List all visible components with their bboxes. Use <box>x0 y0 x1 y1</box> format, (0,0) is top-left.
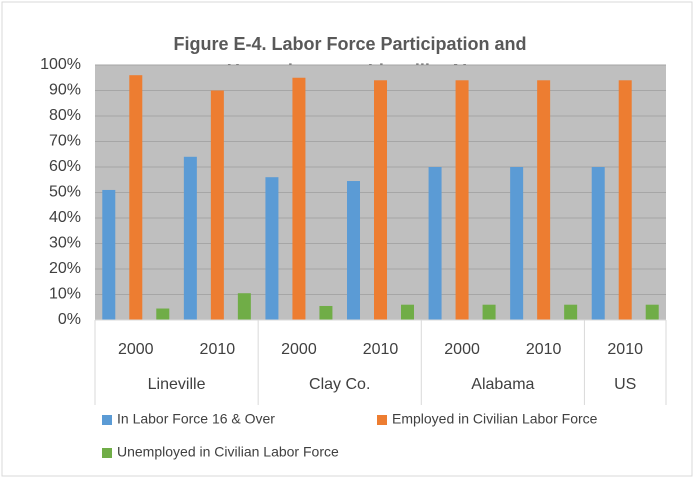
y-tick-label: 50% <box>49 184 81 201</box>
bar <box>455 80 469 320</box>
bar <box>265 177 279 320</box>
x-tick-label: 2010 <box>200 341 236 358</box>
y-tick-label: 20% <box>49 260 81 277</box>
bar <box>374 80 387 320</box>
group-label: Alabama <box>471 376 534 393</box>
chart-title: Figure E-4. Labor Force Participation an… <box>173 34 526 54</box>
bar <box>156 308 170 320</box>
legend-swatch <box>102 415 112 425</box>
legend-swatch <box>102 448 112 458</box>
bar <box>210 90 224 320</box>
group-label: Clay Co. <box>309 376 370 393</box>
bar <box>401 304 414 320</box>
x-tick-label: 2010 <box>363 341 399 358</box>
bar <box>537 80 551 320</box>
y-tick-label: 40% <box>49 209 81 226</box>
bar <box>347 181 360 320</box>
y-tick-label: 0% <box>58 311 81 328</box>
legend-label: In Labor Force 16 & Over <box>117 411 275 427</box>
y-tick-label: 60% <box>49 158 81 175</box>
bar <box>591 167 605 320</box>
bar <box>564 304 578 320</box>
group-label: Lineville <box>148 376 206 393</box>
bar <box>319 305 333 320</box>
x-tick-label: 2000 <box>118 341 154 358</box>
legend-label: Unemployed in Civilian Labor Force <box>117 444 339 460</box>
bar <box>482 304 496 320</box>
x-tick-label: 2000 <box>281 341 317 358</box>
bar <box>510 167 524 320</box>
y-tick-label: 80% <box>49 107 81 124</box>
bar <box>183 156 197 320</box>
y-tick-label: 10% <box>49 286 81 303</box>
bar <box>237 293 251 320</box>
legend-label: Employed in Civilian Labor Force <box>392 411 598 427</box>
x-tick-label: 2000 <box>444 341 480 358</box>
y-tick-label: 90% <box>49 82 81 99</box>
bar <box>102 189 116 320</box>
bar <box>129 75 143 320</box>
x-tick-label: 2010 <box>607 341 643 358</box>
bar <box>428 167 442 320</box>
bar <box>618 80 632 320</box>
group-label: US <box>614 376 636 393</box>
x-tick-label: 2010 <box>526 341 562 358</box>
y-tick-label: 30% <box>49 235 81 252</box>
legend-swatch <box>377 415 387 425</box>
bar <box>645 304 659 320</box>
y-tick-label: 70% <box>49 133 81 150</box>
bar <box>292 77 306 320</box>
y-tick-label: 100% <box>40 56 81 73</box>
